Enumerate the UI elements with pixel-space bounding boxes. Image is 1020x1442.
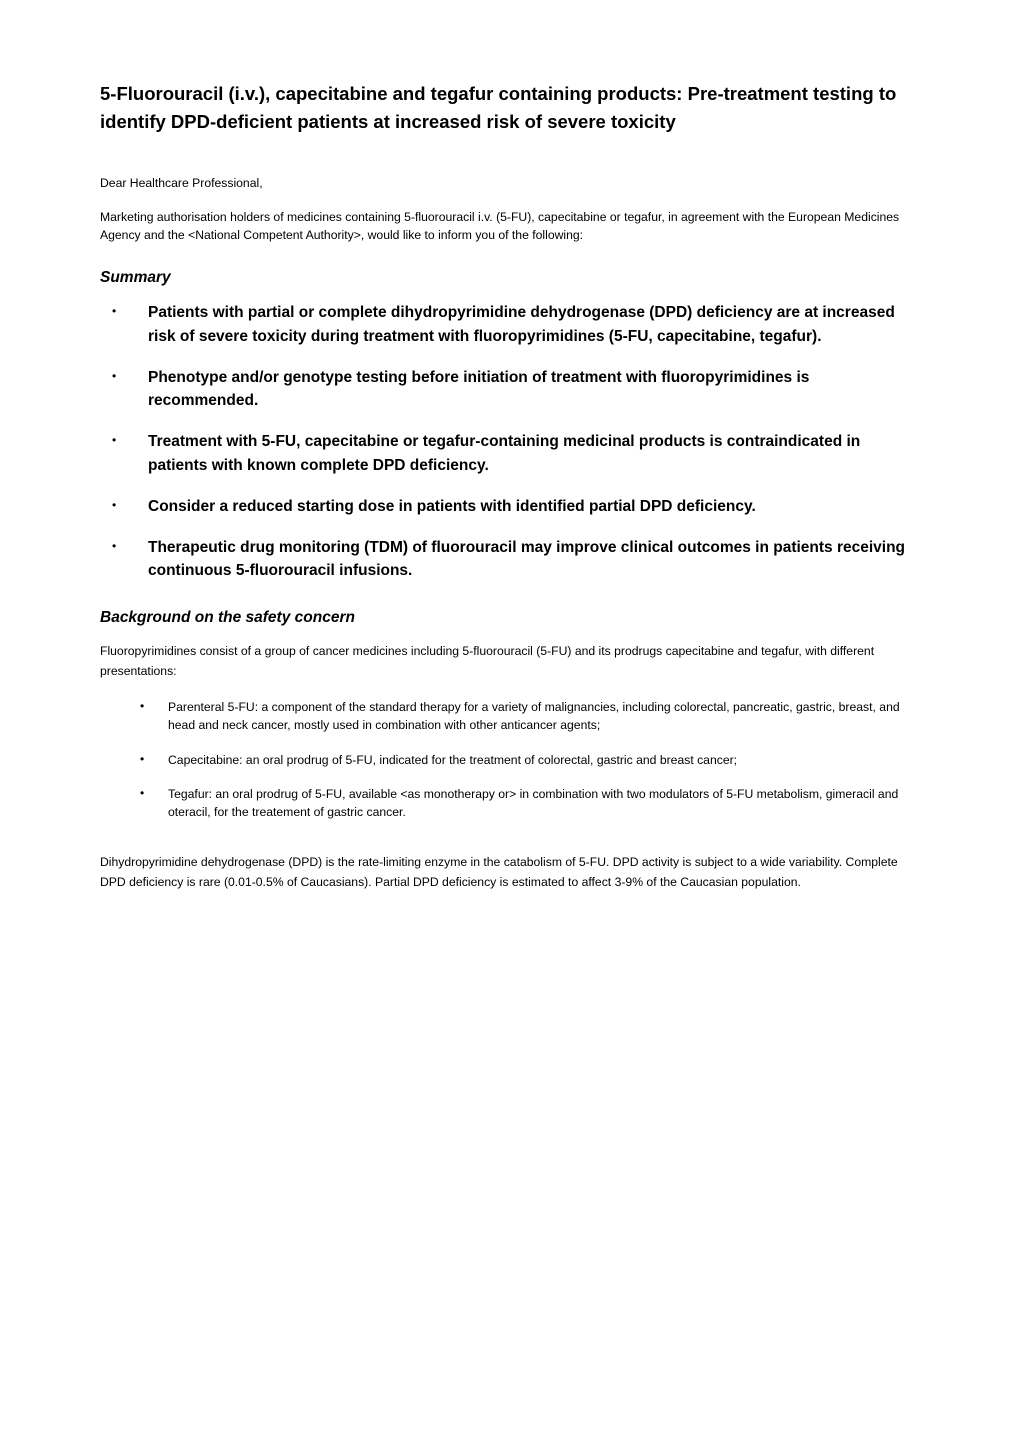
summary-item: • Therapeutic drug monitoring (TDM) of f… <box>100 536 920 583</box>
summary-item-text: Phenotype and/or genotype testing before… <box>148 366 920 413</box>
summary-item-text: Consider a reduced starting dose in pati… <box>148 495 756 518</box>
bullet-icon: • <box>100 536 148 583</box>
background-heading: Background on the safety concern <box>100 609 920 627</box>
background-bullet-list: • Parenteral 5-FU: a component of the st… <box>100 698 920 821</box>
background-bullet-text: Parenteral 5-FU: a component of the stan… <box>168 698 920 735</box>
bullet-icon: • <box>100 430 148 477</box>
summary-heading: Summary <box>100 269 920 287</box>
summary-item-text: Patients with partial or complete dihydr… <box>148 301 920 348</box>
background-bullet-text: Capecitabine: an oral prodrug of 5-FU, i… <box>168 751 737 769</box>
bullet-icon: • <box>140 785 168 822</box>
bullet-icon: • <box>100 366 148 413</box>
background-intro-paragraph: Fluoropyrimidines consist of a group of … <box>100 641 920 682</box>
bullet-icon: • <box>140 751 168 769</box>
summary-item: • Treatment with 5-FU, capecitabine or t… <box>100 430 920 477</box>
summary-item-text: Treatment with 5-FU, capecitabine or teg… <box>148 430 920 477</box>
bullet-icon: • <box>100 495 148 518</box>
intro-paragraph: Marketing authorisation holders of medic… <box>100 208 920 246</box>
summary-item-text: Therapeutic drug monitoring (TDM) of flu… <box>148 536 920 583</box>
summary-item: • Phenotype and/or genotype testing befo… <box>100 366 920 413</box>
background-bullet-item: • Tegafur: an oral prodrug of 5-FU, avai… <box>140 785 920 822</box>
background-closing-paragraph: Dihydropyrimidine dehydrogenase (DPD) is… <box>100 852 920 893</box>
greeting-line: Dear Healthcare Professional, <box>100 176 920 190</box>
summary-list: • Patients with partial or complete dihy… <box>100 301 920 582</box>
background-bullet-item: • Parenteral 5-FU: a component of the st… <box>140 698 920 735</box>
background-bullet-text: Tegafur: an oral prodrug of 5-FU, availa… <box>168 785 920 822</box>
bullet-icon: • <box>140 698 168 735</box>
bullet-icon: • <box>100 301 148 348</box>
summary-item: • Consider a reduced starting dose in pa… <box>100 495 920 518</box>
background-bullet-item: • Capecitabine: an oral prodrug of 5-FU,… <box>140 751 920 769</box>
summary-item: • Patients with partial or complete dihy… <box>100 301 920 348</box>
document-title: 5-Fluorouracil (i.v.), capecitabine and … <box>100 80 920 136</box>
